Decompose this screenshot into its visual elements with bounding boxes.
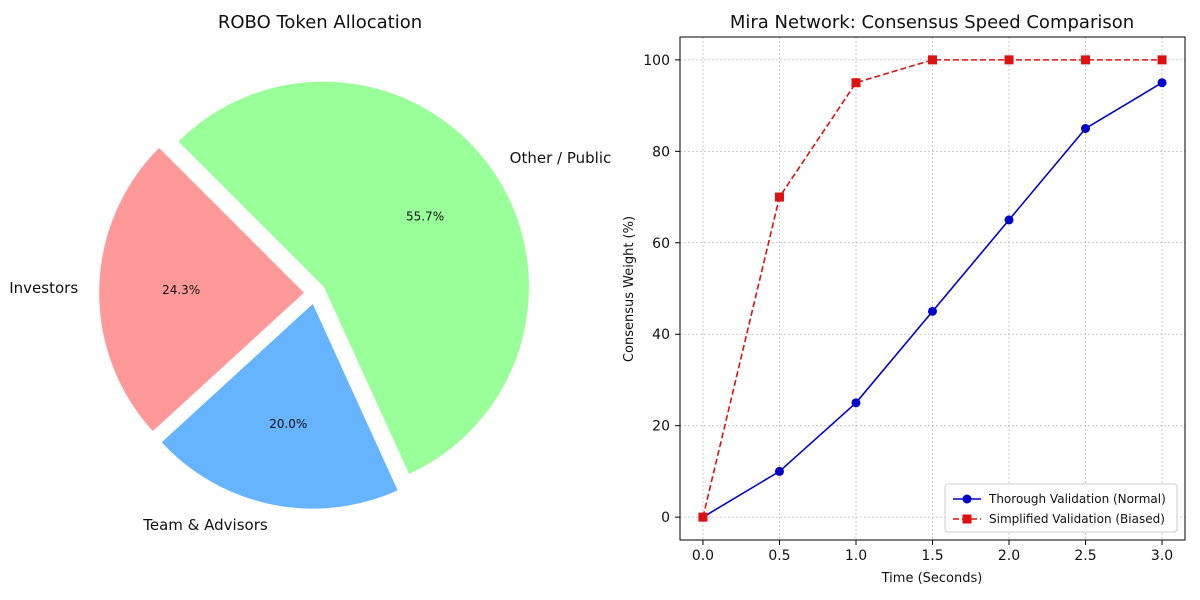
pie-label-team-advisors: Team & Advisors bbox=[142, 516, 268, 534]
point-simplified bbox=[928, 55, 937, 65]
line-title: Mira Network: Consensus Speed Comparison bbox=[730, 12, 1134, 33]
x-tick-label: 0.5 bbox=[768, 548, 790, 564]
legend-marker-simplified bbox=[962, 514, 972, 524]
series-group bbox=[698, 55, 1167, 522]
pie-title: ROBO Token Allocation bbox=[218, 12, 422, 33]
x-tick-label: 2.5 bbox=[1074, 548, 1096, 564]
x-axis-label: Time (Seconds) bbox=[881, 571, 983, 586]
line-chart: Mira Network: Consensus Speed Comparison… bbox=[622, 12, 1186, 586]
pie-slice-other-public bbox=[177, 80, 530, 476]
y-axis-label: Consensus Weight (%) bbox=[622, 216, 637, 362]
x-tick-label: 1.5 bbox=[921, 548, 943, 564]
point-thorough bbox=[1157, 78, 1167, 88]
y-tick-label: 60 bbox=[652, 236, 670, 252]
legend-label-thorough: Thorough Validation (Normal) bbox=[988, 492, 1166, 506]
pie-pct-investors: 24.3% bbox=[162, 283, 200, 297]
pie-chart: ROBO Token Allocation 24.3% Investors 20.0… bbox=[9, 12, 611, 534]
y-tick-label: 40 bbox=[652, 327, 670, 343]
grid bbox=[680, 37, 1185, 540]
pie-slice-team-advisors bbox=[160, 302, 399, 510]
legend-label-simplified: Simplified Validation (Biased) bbox=[989, 512, 1165, 526]
pie-label-other-public: Other / Public bbox=[510, 149, 612, 167]
point-simplified bbox=[1081, 55, 1091, 65]
point-simplified bbox=[851, 78, 861, 88]
series-line-thorough bbox=[702, 82, 1163, 518]
pie-pct-other-public: 55.7% bbox=[406, 210, 444, 224]
y-tick-label: 80 bbox=[652, 144, 670, 160]
x-tick-label: 2.0 bbox=[998, 548, 1020, 564]
point-thorough bbox=[1081, 123, 1091, 133]
pie-pct-team-advisors: 20.0% bbox=[269, 417, 307, 431]
x-tick-label: 1.0 bbox=[845, 548, 867, 564]
y-tick-label: 0 bbox=[661, 510, 670, 526]
point-thorough bbox=[928, 306, 937, 316]
x-tick-label: 0.0 bbox=[692, 548, 714, 564]
point-thorough bbox=[774, 466, 784, 476]
y-tick-label: 100 bbox=[643, 53, 670, 69]
plot-frame bbox=[679, 36, 1186, 541]
pie-slices bbox=[98, 80, 530, 510]
pie-labels: 24.3% Investors 20.0% Team & Advisors 55.7% O… bbox=[9, 149, 611, 534]
point-simplified bbox=[1004, 55, 1014, 65]
legend: Thorough Validation (Normal) Simplified V… bbox=[944, 483, 1178, 533]
point-simplified bbox=[1157, 55, 1167, 65]
y-tick-label: 20 bbox=[652, 419, 670, 435]
legend-box bbox=[944, 483, 1178, 533]
point-simplified bbox=[774, 192, 784, 202]
x-tick-label: 3.0 bbox=[1151, 548, 1173, 564]
point-thorough bbox=[851, 398, 861, 408]
axis-ticks: 0.0 0.5 1.0 1.5 2.0 2.5 3.0 0 20 40 60 80 100 bbox=[643, 53, 1173, 564]
series-line-simplified bbox=[702, 59, 1163, 518]
legend-marker-thorough bbox=[962, 494, 972, 504]
point-simplified bbox=[698, 512, 708, 522]
point-thorough bbox=[1004, 215, 1014, 225]
pie-slice-investors bbox=[98, 146, 306, 433]
pie-label-investors: Investors bbox=[9, 279, 78, 297]
